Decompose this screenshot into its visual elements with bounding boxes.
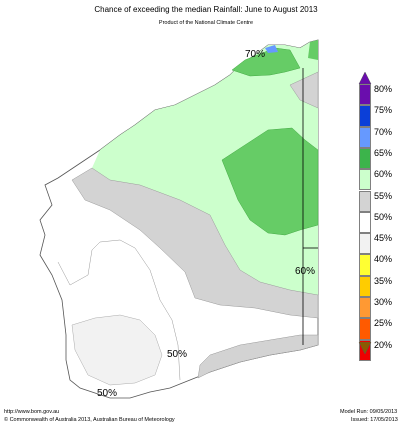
footer-url[interactable]: http://www.bom.gov.au: [4, 409, 60, 415]
region-65-percent-ne: [308, 40, 318, 60]
label-60-percent: 60%: [295, 266, 316, 277]
legend-label: 30%: [374, 297, 393, 307]
region-70-percent: [265, 45, 278, 53]
legend-swatch: [359, 105, 371, 127]
region-55-percent-south: [197, 334, 319, 379]
legend-label: 20%: [374, 339, 393, 350]
map-title: Chance of exceeding the median Rainfall:…: [94, 5, 318, 14]
legend-label: 50%: [374, 211, 393, 222]
footer-model-run: Model Run: 09/05/2013: [340, 409, 398, 415]
legend-swatch: [359, 233, 371, 255]
legend-swatch: [359, 211, 371, 234]
legend-label: 55%: [374, 190, 393, 201]
legend-label: 25%: [374, 318, 393, 329]
region-55-percent: [71, 167, 319, 319]
legend-swatch: [359, 84, 371, 106]
legend-label: 70%: [374, 126, 393, 137]
legend-swatch: [359, 297, 371, 319]
region-60-percent: [92, 40, 318, 295]
label-50-percent-south: 50%: [97, 388, 118, 399]
legend-swatch: [359, 275, 371, 297]
contour-50-line: [57, 239, 181, 381]
legend-arrow-bottom: [358, 342, 372, 355]
legend-label: 75%: [374, 105, 393, 116]
legend-label: 80%: [374, 84, 393, 94]
legend-label: 65%: [374, 147, 393, 158]
legend-swatch: [359, 169, 371, 191]
legend-label: 45%: [374, 233, 393, 244]
legend-label: 60%: [374, 169, 393, 180]
region-45-percent: [71, 314, 163, 386]
region-65-percent-north: [231, 47, 301, 77]
legend-swatch: [359, 147, 371, 170]
legend-swatch: [359, 190, 371, 212]
region-65-percent: [221, 127, 319, 236]
legend-label: 35%: [374, 275, 393, 286]
label-50-percent-centre: 50%: [167, 349, 188, 360]
legend-swatch: [359, 126, 371, 148]
footer-issued: Issued: 17/05/2013: [351, 417, 398, 423]
region-55-percent-northeast: [289, 71, 319, 109]
legend-arrow-top: [358, 71, 372, 84]
legend: 80% 75% 70% 65% 60% 55% 50% 45% 40% 35% 30% 25% 20%: [356, 70, 412, 361]
legend-swatch: [359, 318, 371, 340]
map-subtitle: Product of the National Climate Centre: [158, 20, 254, 26]
legend-swatch: [359, 254, 371, 276]
legend-label: 40%: [374, 254, 393, 265]
label-70-percent: 70%: [245, 49, 266, 60]
footer-copyright: © Commonwealth of Australia 2013, Austra…: [4, 417, 175, 423]
